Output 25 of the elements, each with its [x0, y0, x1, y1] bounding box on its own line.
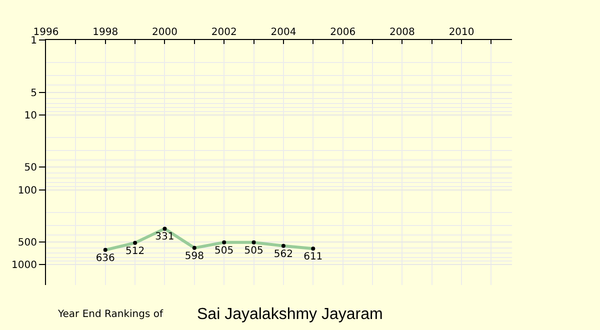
data-label: 636 — [96, 252, 115, 264]
y-tick-label: 1000 — [12, 260, 37, 272]
y-tick-label: 10 — [24, 110, 37, 122]
data-label: 611 — [304, 252, 323, 263]
x-tick-label: 2000 — [152, 27, 178, 38]
y-tick-label: 100 — [18, 185, 37, 196]
y-tick-label: 500 — [18, 238, 37, 249]
x-tick-label: 2006 — [330, 27, 356, 38]
text: Year End Rankings of — [57, 309, 164, 320]
x-tick-label: 1996 — [33, 27, 59, 38]
data-label: 562 — [274, 248, 293, 260]
data-label: 505 — [244, 245, 264, 256]
x-tick-label: 2002 — [211, 27, 237, 38]
data-label: 331 — [155, 232, 174, 243]
y-tick-label: 50 — [24, 162, 37, 174]
x-tick-label: 2010 — [448, 27, 474, 38]
x-tick-label: 2004 — [270, 27, 296, 38]
data-label: 505 — [214, 245, 234, 256]
data-label: 598 — [184, 250, 204, 262]
x-tick-label: 2008 — [389, 27, 415, 38]
text: Sai Jayalakshmy Jayaram — [197, 306, 383, 323]
y-tick-label: 1 — [30, 36, 37, 46]
x-tick-label: 1998 — [92, 27, 118, 38]
y-tick-label: 5 — [30, 88, 37, 99]
data-label: 512 — [125, 246, 145, 257]
